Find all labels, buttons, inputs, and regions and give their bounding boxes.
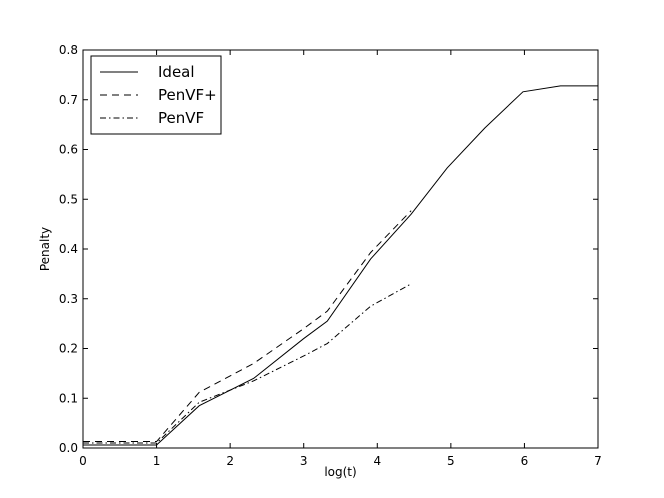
y-tick-label-8: 0.8 — [59, 43, 78, 57]
y-axis-title: Penalty — [38, 227, 52, 271]
y-tick-label-3: 0.3 — [59, 292, 78, 306]
y-tick-label-5: 0.5 — [59, 192, 78, 206]
series-line-penvf- — [83, 210, 412, 443]
x-tick-label-0: 0 — [79, 454, 87, 468]
series-line-ideal — [83, 85, 598, 446]
legend-label-1: PenVF+ — [158, 86, 217, 104]
legend: Ideal PenVF+ PenVF — [90, 55, 222, 135]
x-tick-label-2: 2 — [226, 454, 234, 468]
x-tick-label-7: 7 — [594, 454, 602, 468]
series-line-penvf — [83, 283, 412, 444]
y-tick-label-4: 0.4 — [59, 242, 78, 256]
y-tick-label-7: 0.7 — [59, 93, 78, 107]
x-tick-label-1: 1 — [153, 454, 161, 468]
y-tick-label-6: 0.6 — [59, 143, 78, 157]
x-tick-label-3: 3 — [300, 454, 308, 468]
series-layer — [83, 85, 598, 446]
x-tick-label-6: 6 — [521, 454, 529, 468]
legend-label-2: PenVF — [158, 109, 204, 127]
legend-label-0: Ideal — [158, 63, 195, 81]
plot-frame — [82, 49, 599, 449]
x-tick-label-5: 5 — [447, 454, 455, 468]
x-axis-title: log(t) — [324, 465, 356, 479]
y-tick-label-2: 0.2 — [59, 342, 78, 356]
y-tick-label-1: 0.1 — [59, 391, 78, 405]
y-tick-label-0: 0.0 — [59, 441, 78, 455]
x-tick-label-4: 4 — [373, 454, 381, 468]
